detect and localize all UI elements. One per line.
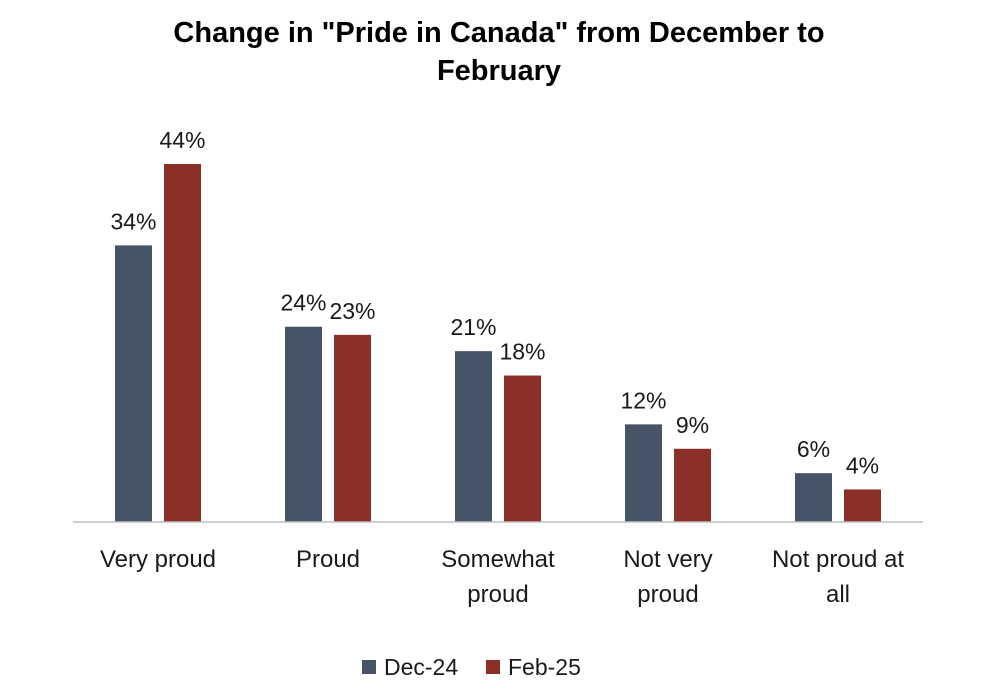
bar-dec-24-3 — [625, 424, 662, 522]
data-label-dec-24-0: 34% — [110, 208, 156, 234]
bar-dec-24-0 — [115, 245, 152, 522]
bar-feb-25-1 — [334, 334, 371, 522]
legend-label-feb-25: Feb-25 — [508, 654, 581, 680]
chart-title-line-1: Change in "Pride in Canada" from Decembe… — [173, 17, 824, 49]
legend-swatch-dec-24 — [362, 660, 376, 674]
category-label-2-line-1: proud — [467, 581, 528, 608]
data-label-feb-25-3: 9% — [676, 412, 709, 438]
category-label-4-line-0: Not proud at — [772, 546, 904, 573]
bar-feb-25-2 — [504, 375, 541, 522]
bar-feb-25-3 — [674, 448, 711, 522]
bar-dec-24-2 — [455, 351, 492, 522]
data-label-feb-25-0: 44% — [159, 127, 205, 153]
bar-dec-24-4 — [795, 473, 832, 522]
bar-feb-25-4 — [844, 489, 881, 522]
data-label-dec-24-2: 21% — [450, 314, 496, 340]
category-labels-group: Very proud Proud Somewhat proud Not very prou… — [100, 546, 904, 608]
data-labels-group: 34% 44% 24% 23% 21%18% 12% 9% 6% 4% — [110, 127, 879, 478]
category-label-3-line-1: proud — [637, 581, 698, 608]
category-label-2-line-0: Somewhat — [441, 546, 555, 573]
legend-swatch-feb-25 — [486, 660, 500, 674]
data-label-dec-24-3: 12% — [620, 387, 666, 413]
legend-label-dec-24: Dec-24 — [384, 654, 458, 680]
chart-title-line-2: February — [437, 55, 561, 87]
data-label-dec-24-1: 24% — [280, 290, 326, 316]
bar-feb-25-0 — [164, 164, 201, 522]
bar-dec-24-1 — [285, 326, 322, 522]
category-label-4-line-1: all — [826, 581, 850, 608]
data-label-feb-25-1: 23% — [329, 298, 375, 324]
category-label-1-line-0: Proud — [296, 546, 360, 573]
category-label-0-line-0: Very proud — [100, 546, 216, 573]
category-label-3-line-0: Not very — [623, 546, 712, 573]
data-label-feb-25-2: 18% — [499, 339, 545, 365]
bars-group — [115, 164, 881, 522]
legend: Dec-24 Feb-25 — [362, 654, 581, 680]
data-label-dec-24-4: 6% — [797, 436, 830, 462]
data-label-feb-25-4: 4% — [846, 452, 879, 478]
